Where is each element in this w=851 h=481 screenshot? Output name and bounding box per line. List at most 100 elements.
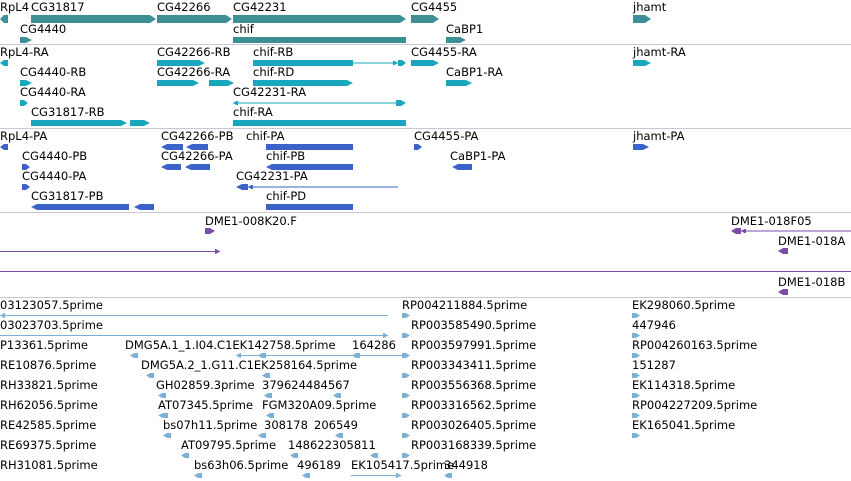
est-label[interactable]: RH62056.5prime [0,398,98,412]
est-label[interactable]: bs63h06.5prime [194,458,289,472]
gene-glyph[interactable] [31,15,156,23]
est-glyph[interactable] [158,413,168,418]
est-label[interactable]: EK298060.5prime [632,298,736,312]
est-label[interactable]: RH33821.5prime [0,378,98,392]
protein-glyph[interactable] [186,144,208,150]
protein-glyph[interactable] [266,204,353,210]
clone-glyph[interactable] [778,289,788,295]
clone-span[interactable] [741,229,851,233]
protein-label[interactable]: CG42231-PA [236,169,308,183]
gene-glyph[interactable] [0,15,8,23]
gene-glyph[interactable] [20,37,32,43]
transcript-glyph[interactable] [0,60,8,66]
est-label[interactable]: 447946 [632,318,676,332]
est-label[interactable]: RH31081.5prime [0,458,98,472]
est-glyph[interactable] [402,413,410,418]
clone-glyph[interactable] [778,248,788,254]
transcript-glyph[interactable] [253,80,353,86]
transcript-glyph[interactable] [157,60,205,66]
est-glyph[interactable] [632,353,640,358]
gene-label[interactable]: CG42266 [157,0,211,14]
protein-label[interactable]: CG4440-PA [22,169,87,183]
protein-label[interactable]: RpL4-PA [0,129,48,143]
transcript-intron[interactable] [233,101,396,105]
clone-span[interactable] [0,271,851,272]
est-glyph[interactable] [402,333,410,338]
est-label[interactable]: 496189 [297,458,341,472]
transcript-glyph[interactable] [157,80,199,86]
protein-glyph[interactable] [31,204,129,210]
gene-label[interactable]: CG4440 [20,22,67,36]
clone-label[interactable]: DME1-018F05 [731,214,812,228]
est-glyph[interactable] [402,313,410,318]
protein-glyph[interactable] [414,144,422,150]
clone-glyph[interactable] [731,228,741,234]
est-label[interactable]: EK114318.5prime [632,378,736,392]
est-glyph[interactable] [402,353,410,358]
transcript-label[interactable]: CG42231-RA [233,85,307,99]
est-glyph[interactable] [163,433,171,438]
protein-label[interactable]: CG4440-PB [22,149,88,163]
est-span[interactable] [0,333,388,338]
transcript-label[interactable]: CG4455-RA [411,45,477,59]
transcript-label[interactable]: CG42266-RA [157,65,231,79]
est-glyph[interactable] [335,433,343,438]
est-label[interactable]: DMG5A.2_1.G11.C1EK258164.5prime [141,358,358,372]
transcript-glyph[interactable] [411,60,439,66]
transcript-glyph[interactable] [253,60,353,66]
est-label[interactable]: 379624484567 [262,378,350,392]
protein-label[interactable]: chif-PD [266,189,307,203]
est-label[interactable]: 03123057.5prime [0,298,104,312]
protein-glyph[interactable] [633,144,649,150]
protein-glyph[interactable] [0,144,8,150]
est-glyph[interactable] [264,393,272,398]
protein-glyph[interactable] [185,164,210,170]
gene-glyph[interactable] [233,37,406,43]
est-label[interactable]: RP004227209.5prime [632,398,758,412]
est-glyph[interactable] [370,453,378,458]
clone-span[interactable] [0,249,220,254]
est-glyph[interactable] [632,413,640,418]
est-glyph[interactable] [290,453,298,458]
est-glyph[interactable] [258,433,266,438]
transcript-glyph[interactable] [398,60,406,66]
est-label[interactable]: RP003343411.5prime [411,358,537,372]
est-glyph[interactable] [444,473,452,478]
est-glyph[interactable] [181,453,189,458]
est-label[interactable]: RP003316562.5prime [411,398,537,412]
protein-glyph[interactable] [266,144,353,150]
est-glyph[interactable] [402,373,410,378]
gene-glyph[interactable] [633,15,651,23]
transcript-label[interactable]: CG42266-RB [157,45,231,59]
protein-glyph[interactable] [134,204,154,210]
transcript-label[interactable]: CaBP1-RA [446,65,503,79]
gene-glyph[interactable] [233,15,406,23]
est-label[interactable]: 151287 [632,358,676,372]
est-glyph[interactable] [194,473,202,478]
gene-label[interactable]: CG42231 [233,0,287,14]
est-label[interactable]: RE42585.5prime [0,418,97,432]
clone-label[interactable]: DME1-018A [778,234,846,248]
protein-label[interactable]: CG42266-PB [161,129,234,143]
protein-label[interactable]: CG31817-PB [31,189,104,203]
protein-glyph[interactable] [22,164,30,170]
est-label[interactable]: 344918 [444,458,488,472]
est-glyph[interactable] [632,393,640,398]
protein-intron[interactable] [248,185,398,189]
gene-label[interactable]: RpL4 [0,0,30,14]
protein-label[interactable]: chif-PB [266,149,306,163]
est-label[interactable]: P13361.5prime [0,338,88,352]
est-label[interactable]: 308178 [264,418,308,432]
protein-label[interactable]: CaBP1-PA [450,149,506,163]
est-label[interactable]: RP003597991.5prime [411,338,537,352]
est-glyph[interactable] [632,433,640,438]
transcript-label[interactable]: jhamt-RA [633,45,686,59]
transcript-glyph[interactable] [396,100,406,106]
est-glyph[interactable] [266,413,274,418]
transcript-glyph[interactable] [130,120,150,126]
est-glyph[interactable] [262,373,270,378]
est-glyph[interactable] [130,353,138,358]
transcript-label[interactable]: CG4440-RB [20,65,87,79]
est-glyph[interactable] [632,373,640,378]
est-label[interactable]: 164286 [352,338,396,352]
